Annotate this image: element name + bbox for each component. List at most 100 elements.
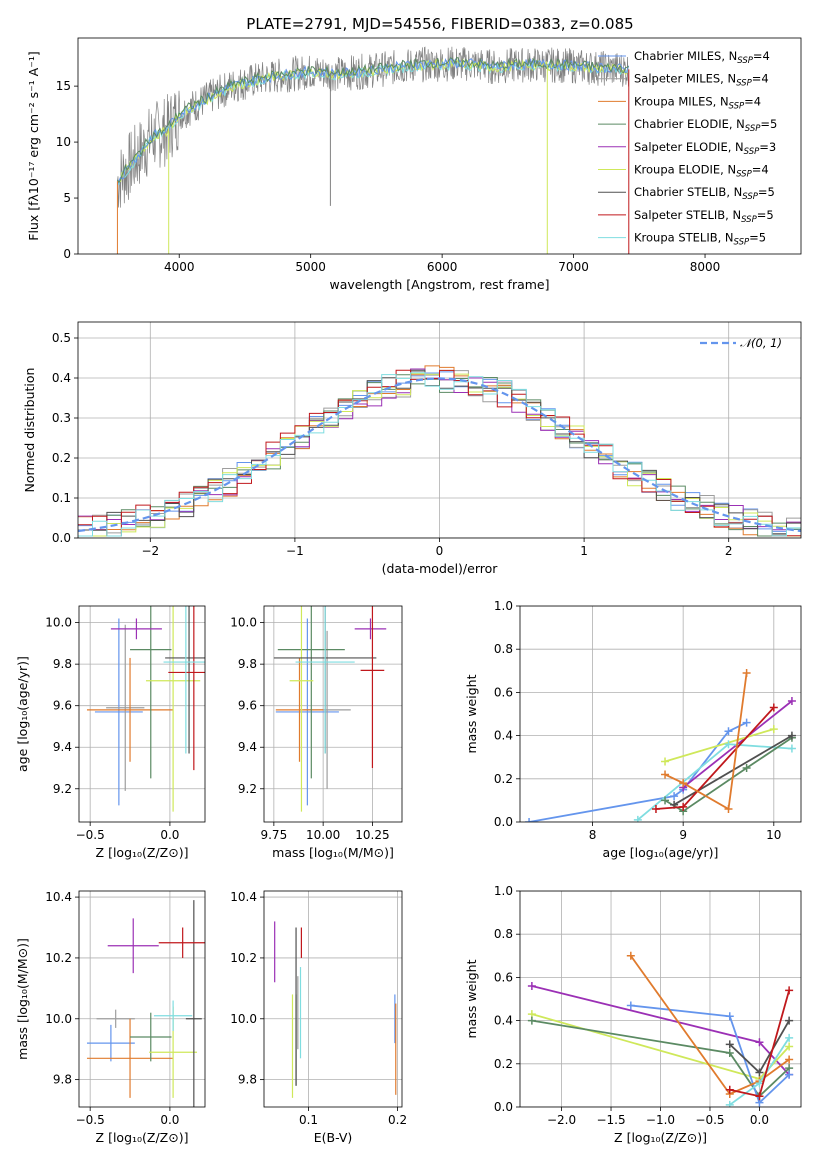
weight-marker bbox=[626, 1001, 635, 1010]
weight-marker bbox=[785, 1033, 794, 1042]
legend-count: =5 bbox=[749, 231, 766, 245]
y-tick-label: 1.0 bbox=[494, 599, 513, 613]
y-tick-label: 9.4 bbox=[238, 740, 257, 754]
weight-marker bbox=[785, 1070, 794, 1079]
panel-residuals: −2 −1 0 1 2 0.0 0.1 0.2 0.3 0.4 0.5 (data-model)/er… bbox=[22, 321, 802, 576]
x-tick-label: −2 bbox=[141, 544, 159, 558]
weight-marker bbox=[527, 1016, 536, 1025]
x-tick-label: 4000 bbox=[164, 260, 195, 274]
legend-label: Kroupa MILES, NSSP=4 bbox=[634, 94, 761, 111]
x-axis-label: Z [log₁₀(Z/Z⊙)] bbox=[96, 1130, 189, 1145]
y-tick-label: 9.6 bbox=[238, 699, 257, 713]
weight-marker bbox=[651, 805, 660, 814]
x-tick-label: 10.00 bbox=[306, 828, 340, 842]
axes-frame bbox=[519, 605, 802, 823]
legend-label: Kroupa STELIB, NSSP=5 bbox=[634, 231, 766, 248]
plot-area bbox=[264, 606, 402, 822]
legend-count: =4 bbox=[752, 163, 769, 177]
weight-line bbox=[531, 1019, 790, 1098]
spectrum-model-line bbox=[117, 58, 629, 185]
weight-line bbox=[664, 728, 775, 763]
legend-name: Chabrier MILES, N bbox=[634, 49, 737, 63]
y-axis-label: mass [log₁₀(M/M⊙)] bbox=[15, 938, 30, 1060]
x-tick-label: 0 bbox=[436, 544, 444, 558]
x-tick-label: −1.0 bbox=[646, 1113, 675, 1127]
x-tick-label: 9.75 bbox=[260, 828, 287, 842]
x-tick-label: 0.2 bbox=[388, 1113, 407, 1127]
weight-marker bbox=[755, 1038, 764, 1047]
weight-marker bbox=[679, 802, 688, 811]
y-axis-label: age [log₁₀(age/yr)] bbox=[15, 656, 30, 772]
panel-mass-vs-Z: −0.5 0.0 9.8 10.0 10.2 10.4 Z [log₁₀(Z/Z⊙)] mas… bbox=[15, 890, 206, 1145]
y-tick-label: 0.6 bbox=[494, 970, 513, 984]
y-axis-label: mass weight bbox=[464, 674, 479, 753]
panel-spectrum: 4000 5000 6000 7000 8000 0 5 10 15 wavelength [An… bbox=[26, 37, 802, 292]
y-tick-label: 0.8 bbox=[494, 927, 513, 941]
legend-label: Chabrier ELODIE, NSSP=5 bbox=[634, 117, 777, 134]
weight-marker bbox=[724, 805, 733, 814]
y-tick-label: 9.4 bbox=[53, 740, 72, 754]
y-tick-label: 0.2 bbox=[52, 451, 71, 465]
x-tick-label: 10.25 bbox=[355, 828, 389, 842]
spectrum-data-line bbox=[117, 46, 629, 208]
legend-label: 𝒩(0, 1) bbox=[740, 336, 782, 350]
x-tick-label: 0.1 bbox=[299, 1113, 318, 1127]
y-tick-label: 10.0 bbox=[230, 1012, 257, 1026]
axes-frame bbox=[78, 605, 206, 823]
legend-count: =5 bbox=[760, 117, 777, 131]
x-tick-label: −2.0 bbox=[547, 1113, 576, 1127]
legend-count: =5 bbox=[758, 185, 775, 199]
histogram-series bbox=[78, 372, 801, 537]
weight-marker bbox=[725, 1012, 734, 1021]
weight-marker bbox=[527, 982, 536, 991]
weight-line bbox=[664, 672, 748, 811]
weight-marker bbox=[787, 731, 796, 740]
x-tick-label: 10 bbox=[766, 828, 781, 842]
legend-label: Chabrier MILES, NSSP=4 bbox=[634, 49, 770, 66]
weight-marker bbox=[787, 744, 796, 753]
weight-marker bbox=[661, 770, 670, 779]
y-tick-label: 0.2 bbox=[494, 772, 513, 786]
x-axis-label: Z [log₁₀(Z/Z⊙)] bbox=[96, 845, 189, 860]
weight-marker bbox=[725, 1040, 734, 1049]
legend-count: =5 bbox=[757, 208, 774, 222]
weight-marker bbox=[633, 815, 642, 822]
legend-subscript: SSP bbox=[745, 124, 761, 134]
weight-marker bbox=[742, 764, 751, 772]
y-tick-label: 5 bbox=[63, 191, 71, 205]
weight-marker bbox=[755, 1092, 764, 1101]
x-tick-label: −0.5 bbox=[76, 1113, 105, 1127]
y-tick-label: 9.2 bbox=[53, 782, 72, 796]
y-tick-label: 9.8 bbox=[238, 657, 257, 671]
y-tick-label: 0.3 bbox=[52, 411, 71, 425]
spectrum-model-line bbox=[116, 57, 629, 186]
x-tick-label: −0.5 bbox=[695, 1113, 724, 1127]
y-tick-label: 0 bbox=[63, 247, 71, 261]
weight-marker bbox=[724, 727, 733, 736]
y-tick-label: 9.8 bbox=[238, 1073, 257, 1087]
legend-name: Kroupa ELODIE, N bbox=[634, 163, 736, 177]
panel-weight-vs-age: 8 9 10 0.0 0.2 0.4 0.6 0.8 1.0 age [log₁₀(age/yr)… bbox=[464, 599, 802, 860]
y-tick-label: 0.5 bbox=[52, 331, 71, 345]
legend-subscript: SSP bbox=[736, 79, 752, 89]
y-tick-label: 1.0 bbox=[494, 884, 513, 898]
legend-count: =3 bbox=[759, 140, 776, 154]
weight-marker bbox=[785, 986, 794, 995]
x-tick-label: 8000 bbox=[690, 260, 721, 274]
panel-weight-vs-Z: −2.0 −1.5 −1.0 −0.5 0.0 0.0 0.2 0.4 0.6 0.8 1.0 Z [… bbox=[464, 884, 802, 1145]
weight-marker bbox=[725, 1100, 734, 1107]
figure-title: PLATE=2791, MJD=54556, FIBERID=0383, z=0… bbox=[246, 15, 633, 33]
plot-area bbox=[79, 606, 205, 822]
panel-age-vs-mass: 9.75 10.00 10.25 9.2 9.4 9.6 9.8 10.0 mass [log₁… bbox=[230, 605, 403, 860]
x-tick-label: 5000 bbox=[295, 260, 326, 274]
x-tick-label: −1 bbox=[286, 544, 304, 558]
axes-frame bbox=[77, 37, 802, 255]
y-tick-label: 9.6 bbox=[53, 699, 72, 713]
legend-label: Chabrier STELIB, NSSP=5 bbox=[634, 185, 775, 202]
legend-name: Salpeter MILES, N bbox=[634, 72, 736, 86]
legend-count: =4 bbox=[753, 49, 770, 63]
x-axis-label: (data-model)/error bbox=[382, 561, 499, 576]
axes-frame bbox=[263, 605, 403, 823]
plot-area bbox=[520, 606, 801, 822]
